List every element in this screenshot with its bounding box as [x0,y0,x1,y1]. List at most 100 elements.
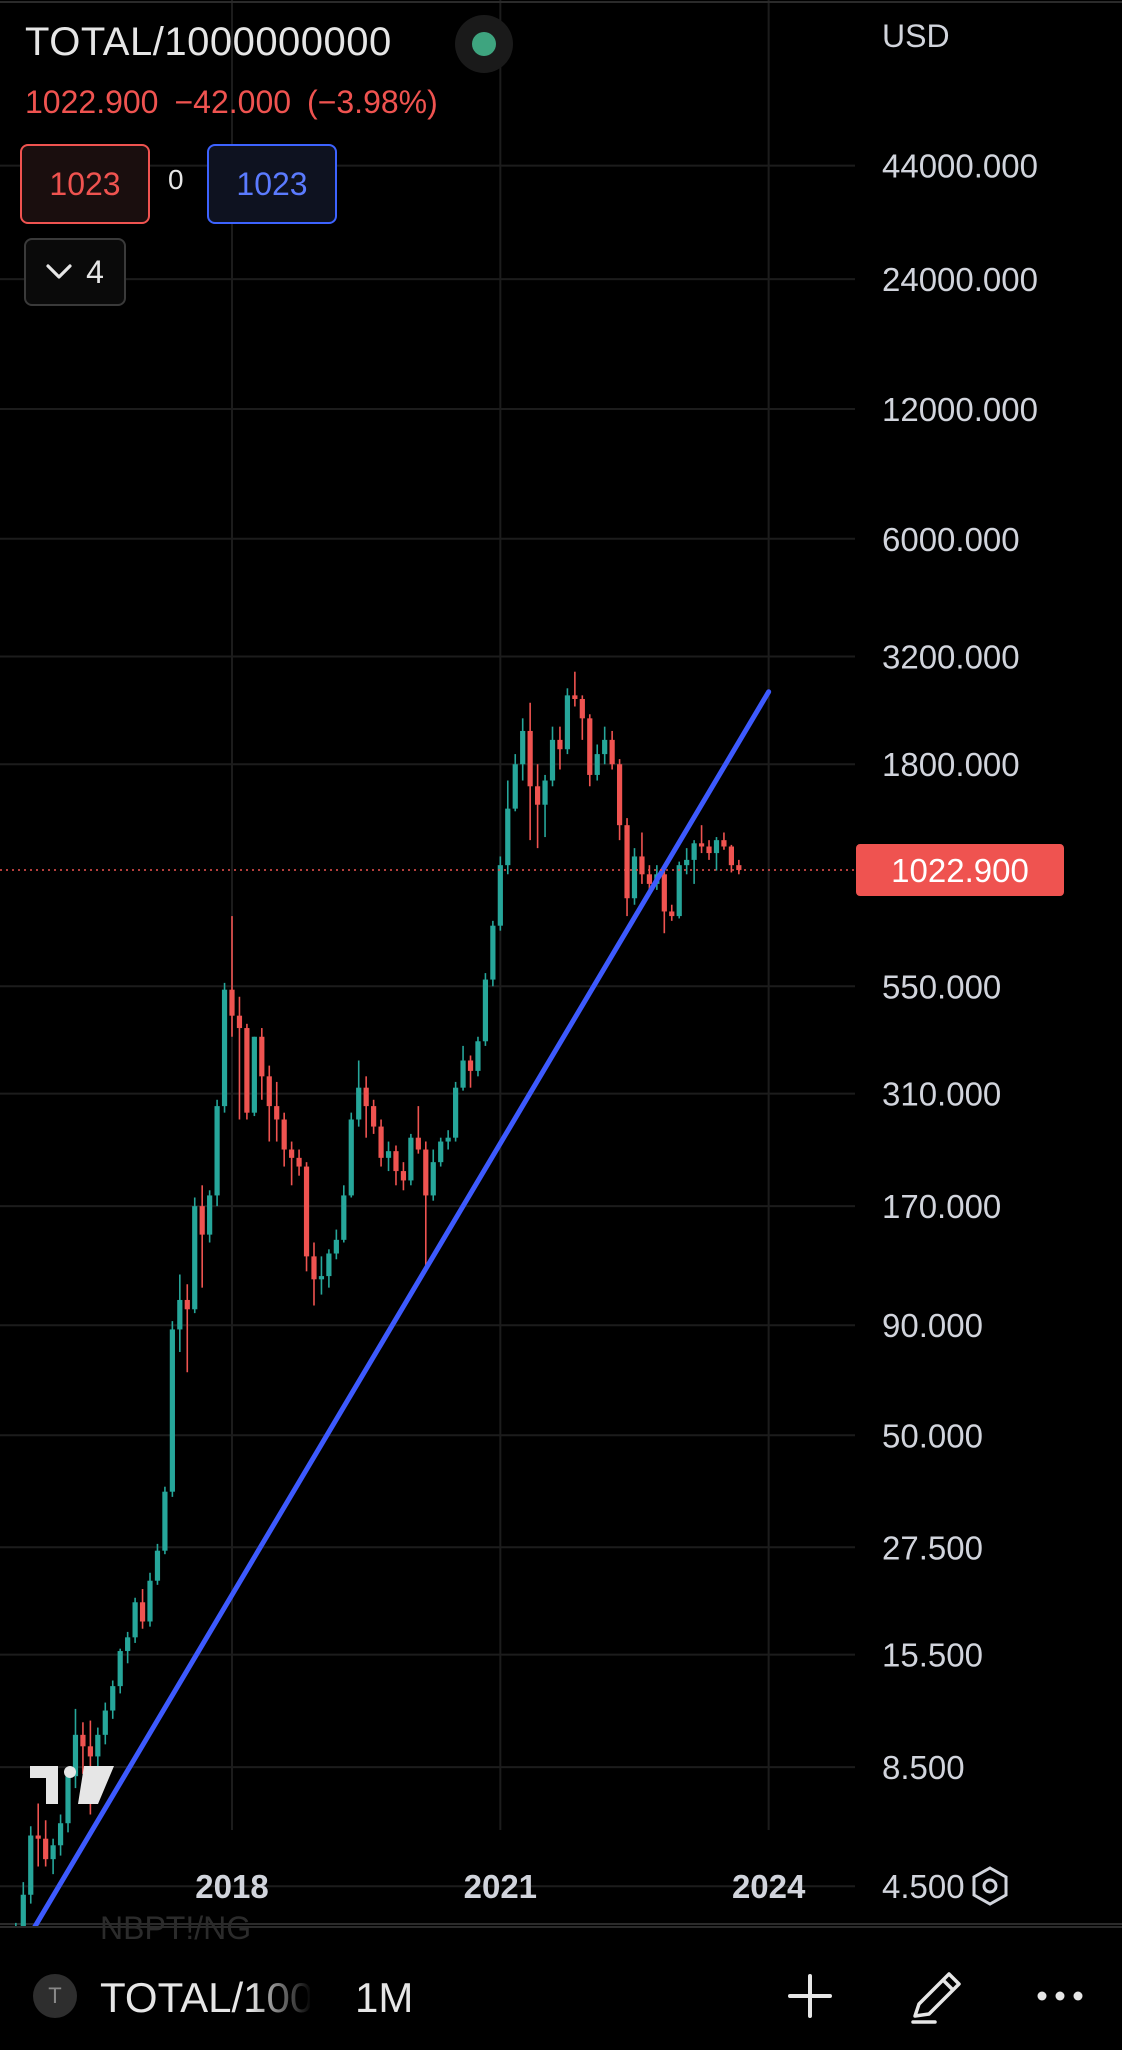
candle-body [467,1060,474,1071]
candle-body [430,1162,436,1196]
candle-body [296,1157,302,1167]
candle-body [721,840,727,847]
y-tick-label: 6000.000 [882,521,1020,558]
candle-body [356,1087,362,1120]
candle-body [676,865,682,917]
candle-body [207,1195,213,1235]
candle-body [512,764,518,809]
price-change-row: 1022.900 −42.000 (−3.98%) [25,84,454,121]
candle-body [728,846,734,866]
candle-body [125,1637,131,1652]
candle-body [557,739,563,750]
last-price-label: 1022.900 [891,852,1029,889]
candle-body [57,1823,64,1846]
more-icon[interactable] [1030,1962,1092,2030]
candle-body [572,695,578,699]
sell-button[interactable]: 1023 [20,144,150,224]
candle-body [43,1838,49,1860]
y-tick-label: 27.500 [882,1529,983,1566]
candle-body [326,1253,332,1277]
candle-body [80,1734,86,1747]
candle-body [378,1126,384,1158]
symbol-avatar-icon[interactable]: T [33,1974,77,2018]
candle-body [609,739,615,765]
candle-body [423,1149,429,1196]
candle-body [453,1087,459,1138]
indicator-count: 4 [86,253,104,290]
chevron-down-icon [46,264,72,279]
pen-icon[interactable] [905,1962,967,2030]
candle-body [684,859,690,866]
candle-body [445,1137,451,1142]
candle-body [594,754,600,775]
candle-body [229,989,235,1016]
change-percent: (−3.98%) [307,84,438,120]
candle-body [110,1686,116,1711]
price-chart[interactable]: 44000.000 24000.000 12000.000 6000.000 3200.… [0,0,1122,1926]
axis-currency[interactable]: USD [882,18,950,54]
plus-icon[interactable] [782,1962,838,2030]
y-tick-label: 12000.000 [882,391,1038,428]
candle-body [177,1299,183,1330]
x-tick-label: 2021 [464,1868,537,1905]
candle-body [438,1141,444,1163]
y-tick-label: 24000.000 [882,261,1038,298]
candle-body [266,1076,272,1107]
y-tick-label: 15.500 [882,1637,983,1674]
candle-body [587,718,593,775]
candle-body [192,1206,198,1310]
buy-button[interactable]: 1023 [207,144,337,224]
candle-body [482,979,489,1042]
candle-body [221,989,228,1107]
candle-body [87,1746,93,1757]
candle-body [132,1602,138,1638]
candle-body [602,739,608,755]
candle-body [490,925,496,980]
candle-body [281,1119,287,1150]
candle-body [400,1171,407,1181]
candle-body [311,1256,317,1280]
candle-body [259,1036,265,1077]
candle-body [698,843,705,847]
x-tick-label: 2024 [732,1868,806,1905]
candle-body [244,1028,250,1113]
candle-body [214,1106,220,1196]
candle-body [348,1119,354,1196]
y-tick-label: 44000.000 [882,148,1038,185]
y-tick-label: 550.000 [882,968,1001,1005]
candle-body [549,739,556,781]
candle-body [154,1550,161,1581]
symbol-title[interactable]: TOTAL/1000000000 [25,20,392,64]
candle-body [303,1166,310,1257]
watchlist-ghost-symbol: NBPT!/NG [100,1910,252,1946]
candle-body [72,1734,79,1777]
candle-body [35,1835,41,1839]
candle-body [661,874,667,912]
y-tick-label: 90.000 [882,1307,983,1344]
interval-selector[interactable]: 1M [355,1974,414,2021]
last-price: 1022.900 [25,84,159,120]
candle-body [736,865,742,871]
candle-body [624,825,630,899]
candle-body [542,780,548,805]
last-price-label-bg [856,844,1064,897]
market-status-icon[interactable] [455,15,513,73]
candle-body [117,1651,123,1687]
candle-body [639,856,645,875]
tradingview-logo-icon[interactable] [28,1762,116,1808]
candle-body [631,856,638,899]
symbol-fade [250,1966,312,2026]
candle-body [520,730,526,765]
candle-body [706,846,712,854]
candle-body [646,874,653,884]
y-tick-label: 3200.000 [882,638,1020,675]
y-tick-label: 170.000 [882,1188,1001,1225]
y-tick-label: 310.000 [882,1076,1001,1113]
trendline [32,689,772,1926]
settings-icon[interactable] [972,1866,1008,1906]
indicators-toggle-button[interactable]: 4 [24,238,126,306]
candle-body [497,865,503,926]
candle-body [534,786,541,805]
candle-body [318,1276,325,1280]
candle-body [385,1151,392,1158]
